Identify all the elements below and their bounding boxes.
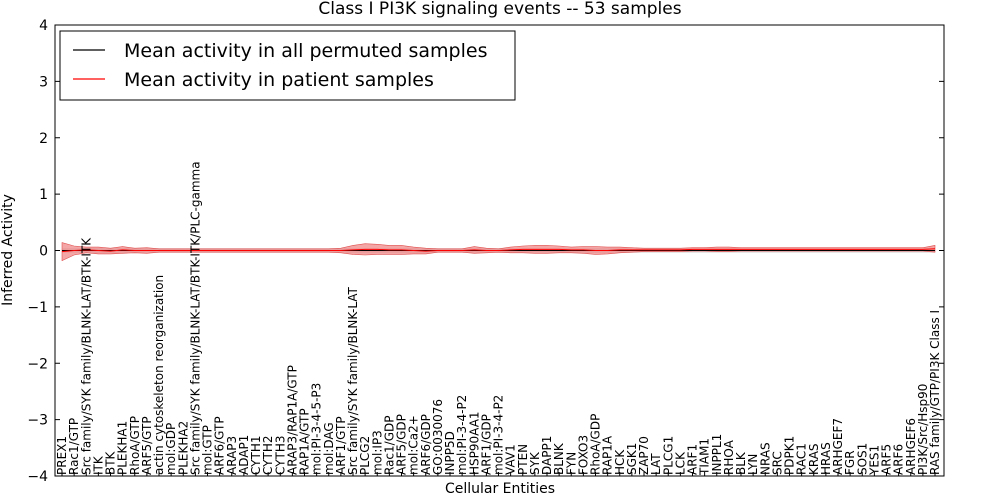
x-tick-label: TIAM1	[698, 438, 712, 476]
x-tick-label: FGR	[843, 450, 857, 475]
x-tick-label: HCK	[613, 449, 627, 475]
x-tick-label: SRC	[770, 451, 784, 475]
x-tick-label: PTEN	[516, 444, 530, 475]
plot-frame	[54, 24, 945, 477]
x-tick-label: Src family/SYK family/BLNK-LAT/BTK-ITK/P…	[188, 161, 202, 475]
x-tick-label: DAPP1	[540, 436, 554, 475]
y-tick-label: 0	[39, 244, 48, 260]
x-tick-label: YES1	[867, 445, 881, 476]
x-tick-label: PLEKHA1	[116, 421, 130, 475]
x-tick-label: ARAP3/RAP1A/GTP	[285, 365, 299, 475]
chart-title: Class I PI3K signaling events -- 53 samp…	[318, 0, 681, 19]
x-tick-label: HSP90AA1	[467, 411, 481, 475]
y-tick-label: −4	[27, 469, 48, 485]
x-tick-label: mol:GDP	[164, 423, 178, 475]
x-tick-label: PI3K/Src/Hsp90	[916, 384, 930, 475]
x-tick-label: RAP1A/GTP	[298, 408, 312, 475]
y-tick-label: 4	[39, 18, 48, 34]
x-tick-label: mol:Ca2+	[407, 415, 421, 475]
x-tick-label: ARHGEF7	[831, 418, 845, 475]
legend-box	[59, 30, 516, 101]
x-tick-label: mol:PI-3-4-P2	[455, 395, 469, 475]
x-tick-label: RHOA	[722, 439, 736, 475]
x-tick-label: FYN	[564, 452, 578, 475]
x-tick-label: SYK	[528, 451, 542, 475]
patient-band	[61, 242, 936, 262]
x-tick-label: BTK	[104, 450, 118, 475]
x-tick-label: INPPL1	[710, 434, 724, 475]
x-tick-label: mol:PI-3-4-P2	[492, 395, 506, 475]
x-tick-label: ARF6/GDP	[419, 414, 433, 475]
x-tick-label: VAV1	[504, 444, 518, 475]
x-tick-label: Src family/SYK family/BLNK-LAT/BTK-ITK	[79, 237, 93, 475]
x-tick-label: PDPK1	[783, 436, 797, 475]
x-tick-label: Rac1/GTP	[67, 418, 81, 475]
series-line-patient	[61, 248, 936, 253]
x-tick-label: RhoA/GDP	[589, 414, 603, 475]
y-tick-label: −2	[27, 356, 48, 372]
x-tick-label: RAS family/GTP/PI3K Class I	[928, 310, 942, 475]
y-tick-label: −3	[27, 413, 48, 429]
x-tick-label: RAC1	[795, 443, 809, 475]
y-tick-label: 3	[39, 74, 48, 90]
x-tick-label: ARHGEF6	[904, 418, 918, 475]
x-tick-label: Src family/SYK family/BLNK-LAT	[346, 286, 360, 475]
legend: Mean activity in all permuted samples Me…	[59, 30, 516, 101]
x-tick-label: ARF1	[686, 444, 700, 475]
x-tick-label: CYTH1	[249, 436, 263, 476]
x-tick-label: ARF1/GTP	[334, 416, 348, 475]
x-tick-label: CYTH2	[261, 436, 275, 476]
x-tick-label: ARF6/GTP	[213, 416, 227, 475]
x-tick-label: mol:DAG	[322, 422, 336, 475]
y-axis-label: Inferred Activity	[0, 194, 16, 306]
x-tick-label: mol:GTP	[201, 425, 215, 475]
x-tick-label: LCK	[673, 451, 687, 475]
x-tick-label: PLCG2	[358, 436, 372, 475]
x-tick-label: NRAS	[758, 442, 772, 475]
x-tick-label: ARF5/GDP	[395, 414, 409, 475]
x-tick-label: PREX1	[55, 436, 69, 475]
x-tick-label: ARF5	[880, 444, 894, 475]
x-tick-label: KRAS	[807, 443, 821, 475]
x-tick-label: RhoA/GTP	[128, 416, 142, 475]
x-tick-label: INPP5D	[443, 431, 457, 475]
x-tick-label: HRAS	[819, 442, 833, 475]
legend-label-patient: Mean activity in patient samples	[124, 69, 434, 91]
x-tick-label: GO:0030076	[431, 399, 445, 475]
y-tick-label: −1	[27, 300, 48, 316]
x-tick-label: RAP1A	[601, 435, 615, 475]
x-tick-label: SOS1	[855, 443, 869, 475]
y-tick-label: 1	[39, 187, 48, 203]
x-tick-label: ARF5/GTP	[140, 416, 154, 475]
x-tick-label: ARAP3	[225, 436, 239, 475]
x-tick-label: CYTH3	[273, 436, 287, 476]
x-axis-label: Cellular Entities	[445, 481, 555, 497]
x-tick-label: ARF1/GDP	[479, 414, 493, 475]
x-tick-label: BLK	[734, 451, 748, 475]
x-tick-label: SGK1	[625, 443, 639, 475]
x-tick-label: LYN	[746, 454, 760, 475]
x-tick-label: BLNK	[552, 442, 566, 475]
x-tick-label: PLEKHA2	[176, 421, 190, 475]
y-tick-label: 2	[39, 131, 48, 147]
legend-label-permuted: Mean activity in all permuted samples	[124, 40, 487, 62]
x-tick-label: actin cytoskeleton reorganization	[152, 275, 166, 475]
x-tick-label: PLCG1	[661, 436, 675, 475]
x-tick-label: FOXO3	[576, 435, 590, 475]
x-tick-label: ZAP70	[637, 436, 651, 475]
x-tick-label: LAT	[649, 453, 663, 475]
x-tick-label: Rac1/GDP	[382, 416, 396, 475]
x-tick-label: ARF6	[892, 444, 906, 475]
x-tick-label: mol:PI-3-4-5-P3	[310, 383, 324, 475]
x-tick-label: ITK	[91, 455, 105, 475]
x-tick-label: ADAP1	[237, 435, 251, 475]
x-tick-label: mol:IP3	[370, 430, 384, 475]
